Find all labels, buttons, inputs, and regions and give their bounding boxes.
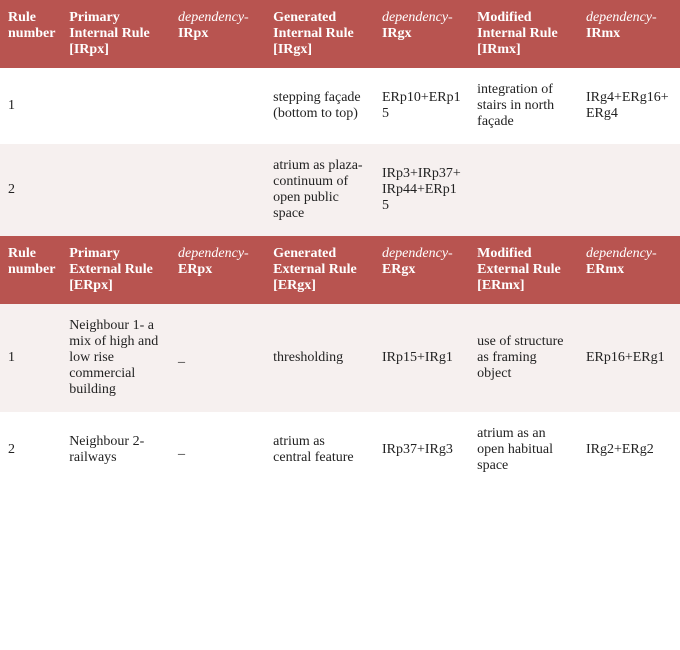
cell: 1 xyxy=(0,304,61,412)
cell: IRg2+ERg2 xyxy=(578,412,680,488)
col-dep-irgx: dependency-IRgx xyxy=(374,0,469,68)
cell: 2 xyxy=(0,412,61,488)
cell: atrium as an open habitual space xyxy=(469,412,578,488)
cell: IRg4+ERg16+ERg4 xyxy=(578,68,680,144)
cell: _ xyxy=(170,304,265,412)
cell: ERp16+ERg1 xyxy=(578,304,680,412)
cell: atrium as plaza-continuum of open public… xyxy=(265,144,374,236)
col-modified-internal: Modified Internal Rule [IRmx] xyxy=(469,0,578,68)
col-primary-internal: Primary Internal Rule [IRpx] xyxy=(61,0,170,68)
cell: stepping façade (bottom to top) xyxy=(265,68,374,144)
header-row-external: Rule number Primary External Rule [ERpx]… xyxy=(0,236,680,304)
cell: use of structure as framing object xyxy=(469,304,578,412)
col-primary-external: Primary External Rule [ERpx] xyxy=(61,236,170,304)
table-row: 1 stepping façade (bottom to top) ERp10+… xyxy=(0,68,680,144)
table-row: 1 Neighbour 1- a mix of high and low ris… xyxy=(0,304,680,412)
col-dep-ermx: dependency-ERmx xyxy=(578,236,680,304)
col-generated-internal: Generated Internal Rule [IRgx] xyxy=(265,0,374,68)
cell: ERp10+ERp15 xyxy=(374,68,469,144)
cell: Neighbour 2- railways xyxy=(61,412,170,488)
header-row-internal: Rule number Primary Internal Rule [IRpx]… xyxy=(0,0,680,68)
col-dep-ergx: dependency-ERgx xyxy=(374,236,469,304)
table-row: 2 atrium as plaza-continuum of open publ… xyxy=(0,144,680,236)
col-modified-external: Modified External Rule [ERmx] xyxy=(469,236,578,304)
col-rule-number: Rule number xyxy=(0,0,61,68)
cell: atrium as central feature xyxy=(265,412,374,488)
col-dep-irpx: dependency-IRpx xyxy=(170,0,265,68)
table-row: 2 Neighbour 2- railways _ atrium as cent… xyxy=(0,412,680,488)
col-dep-irmx: dependency-IRmx xyxy=(578,0,680,68)
col-dep-erpx: dependency-ERpx xyxy=(170,236,265,304)
cell xyxy=(469,144,578,236)
cell: 2 xyxy=(0,144,61,236)
cell: _ xyxy=(170,412,265,488)
cell: IRp37+IRg3 xyxy=(374,412,469,488)
cell xyxy=(170,68,265,144)
cell: 1 xyxy=(0,68,61,144)
col-rule-number: Rule number xyxy=(0,236,61,304)
col-generated-external: Generated External Rule [ERgx] xyxy=(265,236,374,304)
cell xyxy=(61,68,170,144)
cell: Neighbour 1- a mix of high and low rise … xyxy=(61,304,170,412)
cell: thresholding xyxy=(265,304,374,412)
rules-table: Rule number Primary Internal Rule [IRpx]… xyxy=(0,0,680,488)
cell xyxy=(61,144,170,236)
cell: IRp15+IRg1 xyxy=(374,304,469,412)
cell xyxy=(170,144,265,236)
cell: integration of stairs in north façade xyxy=(469,68,578,144)
cell xyxy=(578,144,680,236)
cell: IRp3+IRp37+IRp44+ERp15 xyxy=(374,144,469,236)
